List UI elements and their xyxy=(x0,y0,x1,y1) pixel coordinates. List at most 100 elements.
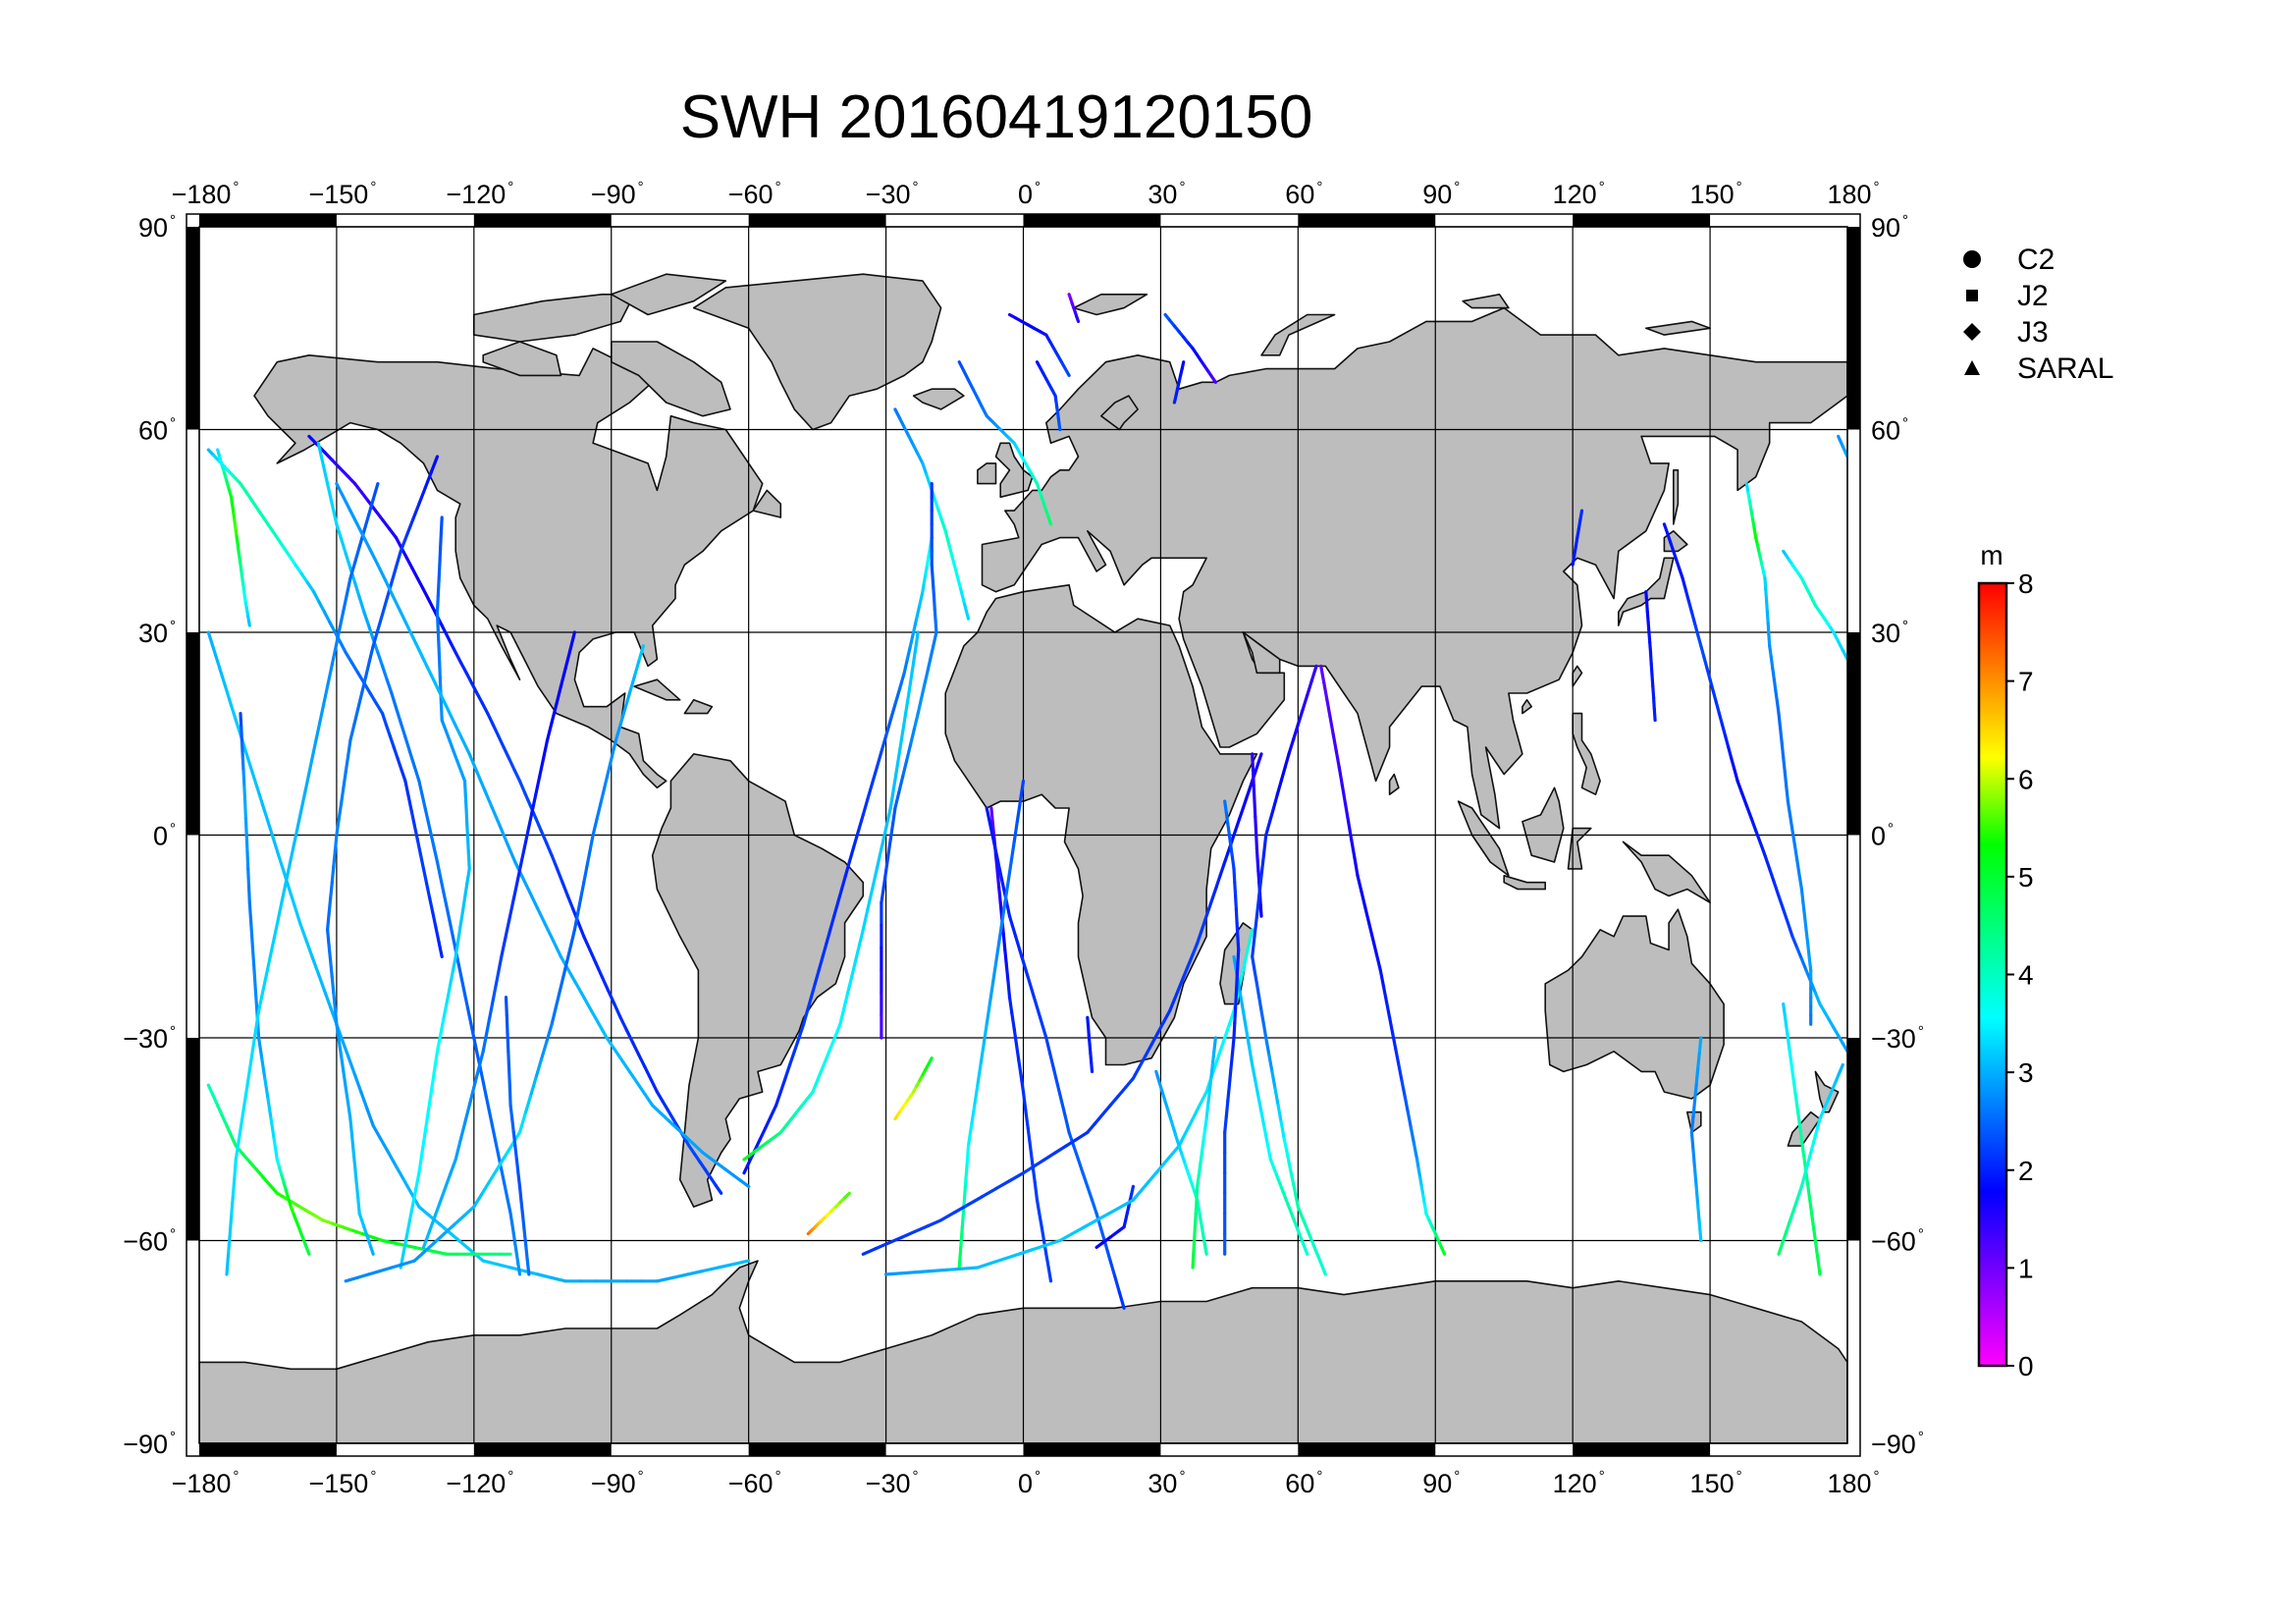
track-segment xyxy=(394,1164,405,1182)
track-segment xyxy=(1259,1008,1266,1026)
track-segment xyxy=(1363,905,1371,925)
track-segment xyxy=(1262,1126,1269,1146)
track-segment xyxy=(899,1270,919,1275)
track-segment xyxy=(478,1065,485,1084)
track-segment xyxy=(1695,1052,1701,1071)
colorbar-tick-label: 5 xyxy=(2018,862,2034,893)
track-segment xyxy=(1007,1171,1026,1183)
track-segment xyxy=(1809,1139,1816,1155)
track-segment xyxy=(671,1116,680,1130)
track-segment xyxy=(1218,862,1226,878)
track-segment xyxy=(866,782,875,801)
track-segment xyxy=(614,723,622,742)
track-segment xyxy=(539,829,549,845)
track-segment xyxy=(1017,1058,1023,1078)
track-segment xyxy=(1292,1182,1298,1198)
track-segment xyxy=(1199,1151,1204,1166)
track-segment xyxy=(1322,680,1329,702)
track-segment xyxy=(659,1111,671,1123)
track-segment xyxy=(494,970,501,991)
track-segment xyxy=(459,769,467,784)
track-segment xyxy=(1271,792,1279,810)
track-segment xyxy=(1017,1248,1035,1256)
track-segment xyxy=(211,645,220,664)
frame-band-top xyxy=(1298,214,1436,227)
track-segment xyxy=(1804,928,1810,946)
track-segment xyxy=(1797,873,1804,892)
track-segment xyxy=(466,838,470,856)
track-segment xyxy=(857,928,865,947)
track-segment xyxy=(1662,522,1670,535)
track-05 xyxy=(239,711,311,1256)
track-segment xyxy=(1758,840,1767,857)
track-segment xyxy=(329,881,334,900)
track-segment xyxy=(370,1235,385,1243)
track-segment xyxy=(897,775,905,794)
track-segment xyxy=(1252,784,1256,803)
track-segment xyxy=(225,1253,231,1276)
track-segment xyxy=(597,1022,609,1040)
track-segment xyxy=(1113,1274,1122,1294)
track-segment xyxy=(1244,787,1252,801)
track-segment xyxy=(435,1034,443,1054)
track-segment xyxy=(1202,1116,1208,1132)
track-segment xyxy=(1683,587,1690,603)
track-segment xyxy=(439,531,443,551)
track-segment xyxy=(216,660,224,678)
track-segment xyxy=(429,833,436,850)
track-segment xyxy=(1206,896,1214,911)
lat-tick-label-left: 90 ° xyxy=(138,212,176,243)
lon-tick-label-bottom: −90 ° xyxy=(591,1468,644,1498)
track-segment xyxy=(698,1160,708,1171)
track-segment xyxy=(1086,1121,1097,1135)
track-segment xyxy=(427,1216,436,1235)
lon-tick-label-top: −60 ° xyxy=(728,179,781,209)
track-segment xyxy=(399,533,408,554)
track-segment xyxy=(330,975,336,995)
track-segment xyxy=(853,944,862,963)
track-segment xyxy=(1021,1090,1028,1112)
track-segment xyxy=(1018,779,1026,803)
track-segment xyxy=(982,1022,988,1047)
track-segment xyxy=(1644,590,1649,604)
track-segment xyxy=(409,808,416,827)
track-segment xyxy=(1818,1108,1826,1121)
legend-item-saral: SARAL xyxy=(1964,352,2113,385)
track-segment xyxy=(360,676,368,695)
track-segment xyxy=(1646,621,1651,634)
track-segment xyxy=(995,869,1001,889)
track-segment xyxy=(957,1245,963,1270)
track-segment xyxy=(1254,761,1260,774)
track-segment xyxy=(1192,1238,1197,1256)
track-segment xyxy=(400,768,407,784)
track-segment xyxy=(384,578,395,598)
track-segment xyxy=(414,641,426,662)
track-segment xyxy=(1063,1114,1071,1135)
track-segment xyxy=(239,482,248,495)
track-segment xyxy=(415,838,422,856)
track-segment xyxy=(951,558,959,577)
track-segment xyxy=(507,1085,512,1108)
track-segment xyxy=(439,875,446,893)
track-segment xyxy=(1210,1050,1216,1067)
land-south-america xyxy=(651,753,865,1208)
track-segment xyxy=(460,896,467,915)
track-segment xyxy=(487,1109,495,1128)
track-segment xyxy=(357,595,366,614)
track-segment xyxy=(507,756,516,772)
track-segment xyxy=(1000,900,1007,925)
track-segment xyxy=(344,754,350,774)
track-segment xyxy=(394,549,402,569)
track-segment xyxy=(454,1139,462,1162)
track-segment xyxy=(1691,1099,1697,1118)
track-segment xyxy=(585,848,592,869)
track-segment xyxy=(356,691,364,711)
track-segment xyxy=(1035,1198,1041,1216)
track-segment xyxy=(1764,599,1770,614)
track-14 xyxy=(504,996,531,1276)
track-segment xyxy=(1233,893,1239,911)
track-segment xyxy=(442,1222,456,1236)
track-segment xyxy=(330,458,342,470)
track-segment xyxy=(1251,935,1256,959)
track-segment xyxy=(522,829,530,850)
